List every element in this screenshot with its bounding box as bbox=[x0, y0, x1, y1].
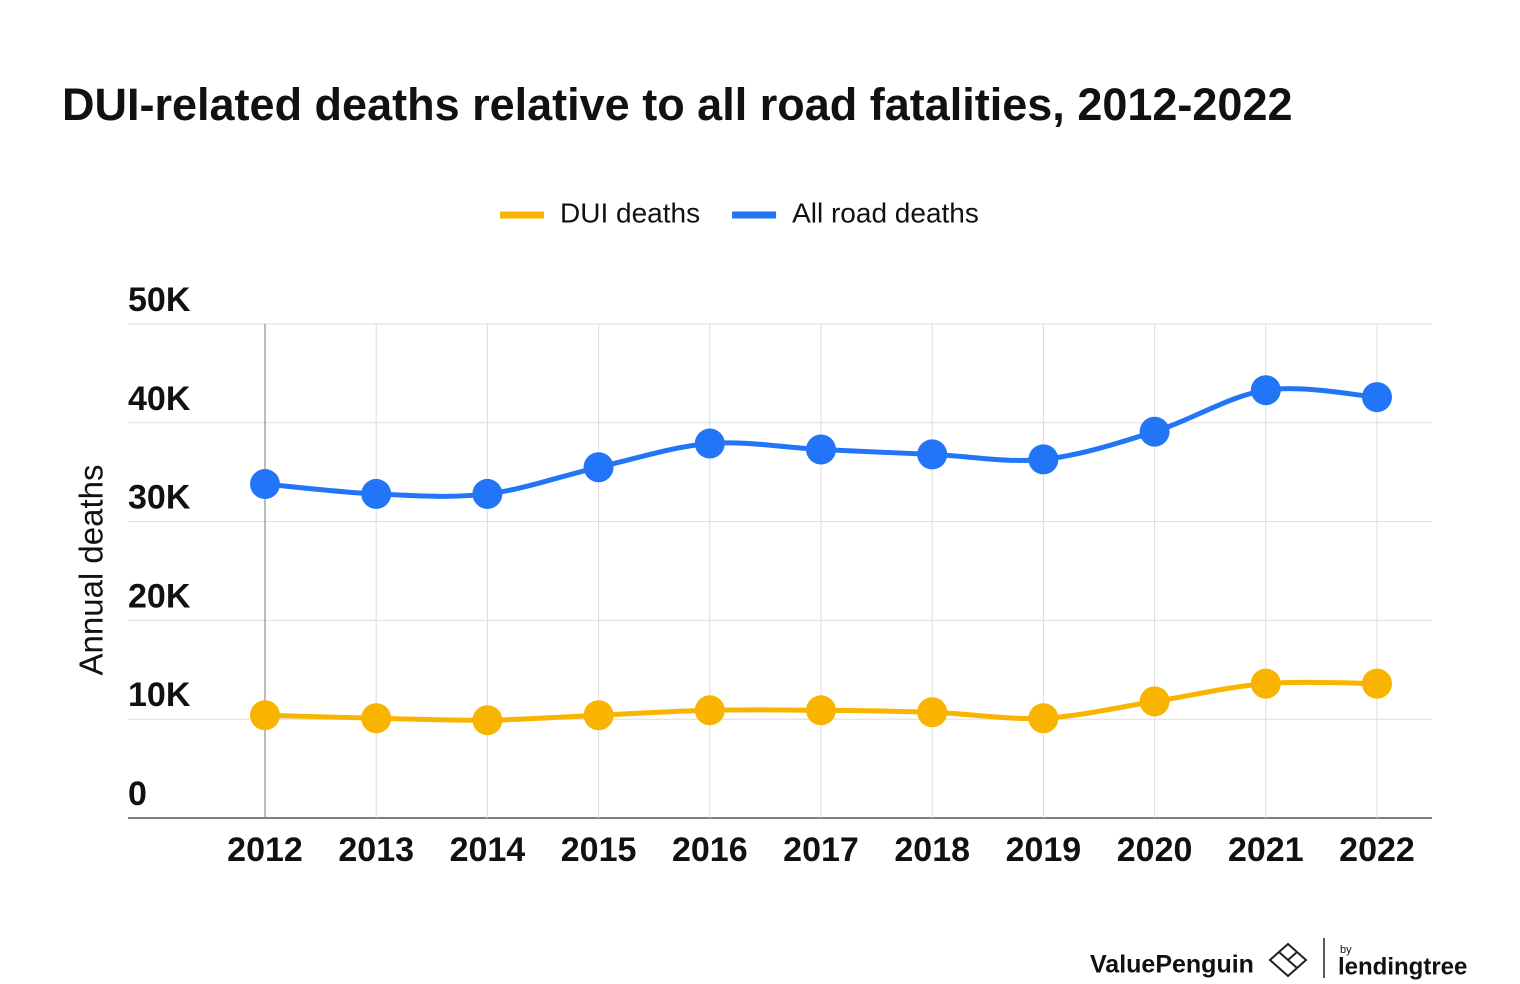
x-tick-label: 2016 bbox=[672, 831, 748, 869]
point bbox=[361, 703, 392, 734]
point bbox=[917, 697, 948, 728]
point bbox=[694, 695, 725, 726]
point bbox=[1028, 703, 1059, 734]
x-tick-label: 2020 bbox=[1117, 831, 1193, 869]
point bbox=[472, 705, 503, 736]
brand-by: by bbox=[1340, 944, 1352, 956]
brand-logo bbox=[1268, 942, 1308, 978]
x-tick-label: 2019 bbox=[1006, 831, 1082, 869]
point bbox=[806, 434, 836, 465]
y-tick-label: 10K bbox=[128, 676, 191, 714]
point bbox=[917, 439, 948, 470]
point bbox=[1028, 444, 1059, 475]
point bbox=[250, 700, 280, 731]
y-tick-label: 40K bbox=[128, 380, 191, 418]
x-tick-label: 2015 bbox=[561, 831, 637, 869]
point bbox=[472, 478, 503, 509]
point bbox=[583, 700, 614, 731]
point bbox=[1250, 668, 1281, 699]
y-tick-label: 50K bbox=[128, 281, 191, 319]
x-tick-label: 2017 bbox=[783, 831, 859, 869]
legend-label: DUI deaths bbox=[560, 197, 700, 228]
x-tick-label: 2014 bbox=[450, 831, 526, 869]
x-tick-label: 2013 bbox=[338, 831, 414, 869]
point bbox=[583, 452, 614, 483]
point bbox=[1362, 668, 1392, 699]
y-tick-label: 30K bbox=[128, 479, 191, 517]
y-axis-label: Annual deaths bbox=[73, 464, 110, 675]
point bbox=[806, 695, 836, 726]
point bbox=[250, 469, 280, 500]
branding: ValuePenguin by lendingtree bbox=[1090, 938, 1467, 980]
y-tick-label: 20K bbox=[128, 577, 191, 615]
x-tick-label: 2022 bbox=[1339, 831, 1415, 869]
point bbox=[1362, 382, 1392, 413]
x-tick-label: 2021 bbox=[1228, 831, 1304, 869]
partner-name: lendingtree bbox=[1338, 953, 1467, 980]
chart-title: DUI-related deaths relative to all road … bbox=[62, 79, 1293, 130]
x-tick-label: 2018 bbox=[894, 831, 970, 869]
point bbox=[694, 428, 725, 459]
brand-name: ValuePenguin bbox=[1090, 951, 1254, 979]
point bbox=[1250, 375, 1281, 406]
y-tick-label: 0 bbox=[128, 775, 147, 813]
point bbox=[1139, 686, 1170, 717]
legend-label: All road deaths bbox=[792, 197, 979, 228]
point bbox=[1139, 416, 1170, 447]
point bbox=[361, 478, 392, 509]
x-tick-label: 2012 bbox=[227, 831, 303, 869]
